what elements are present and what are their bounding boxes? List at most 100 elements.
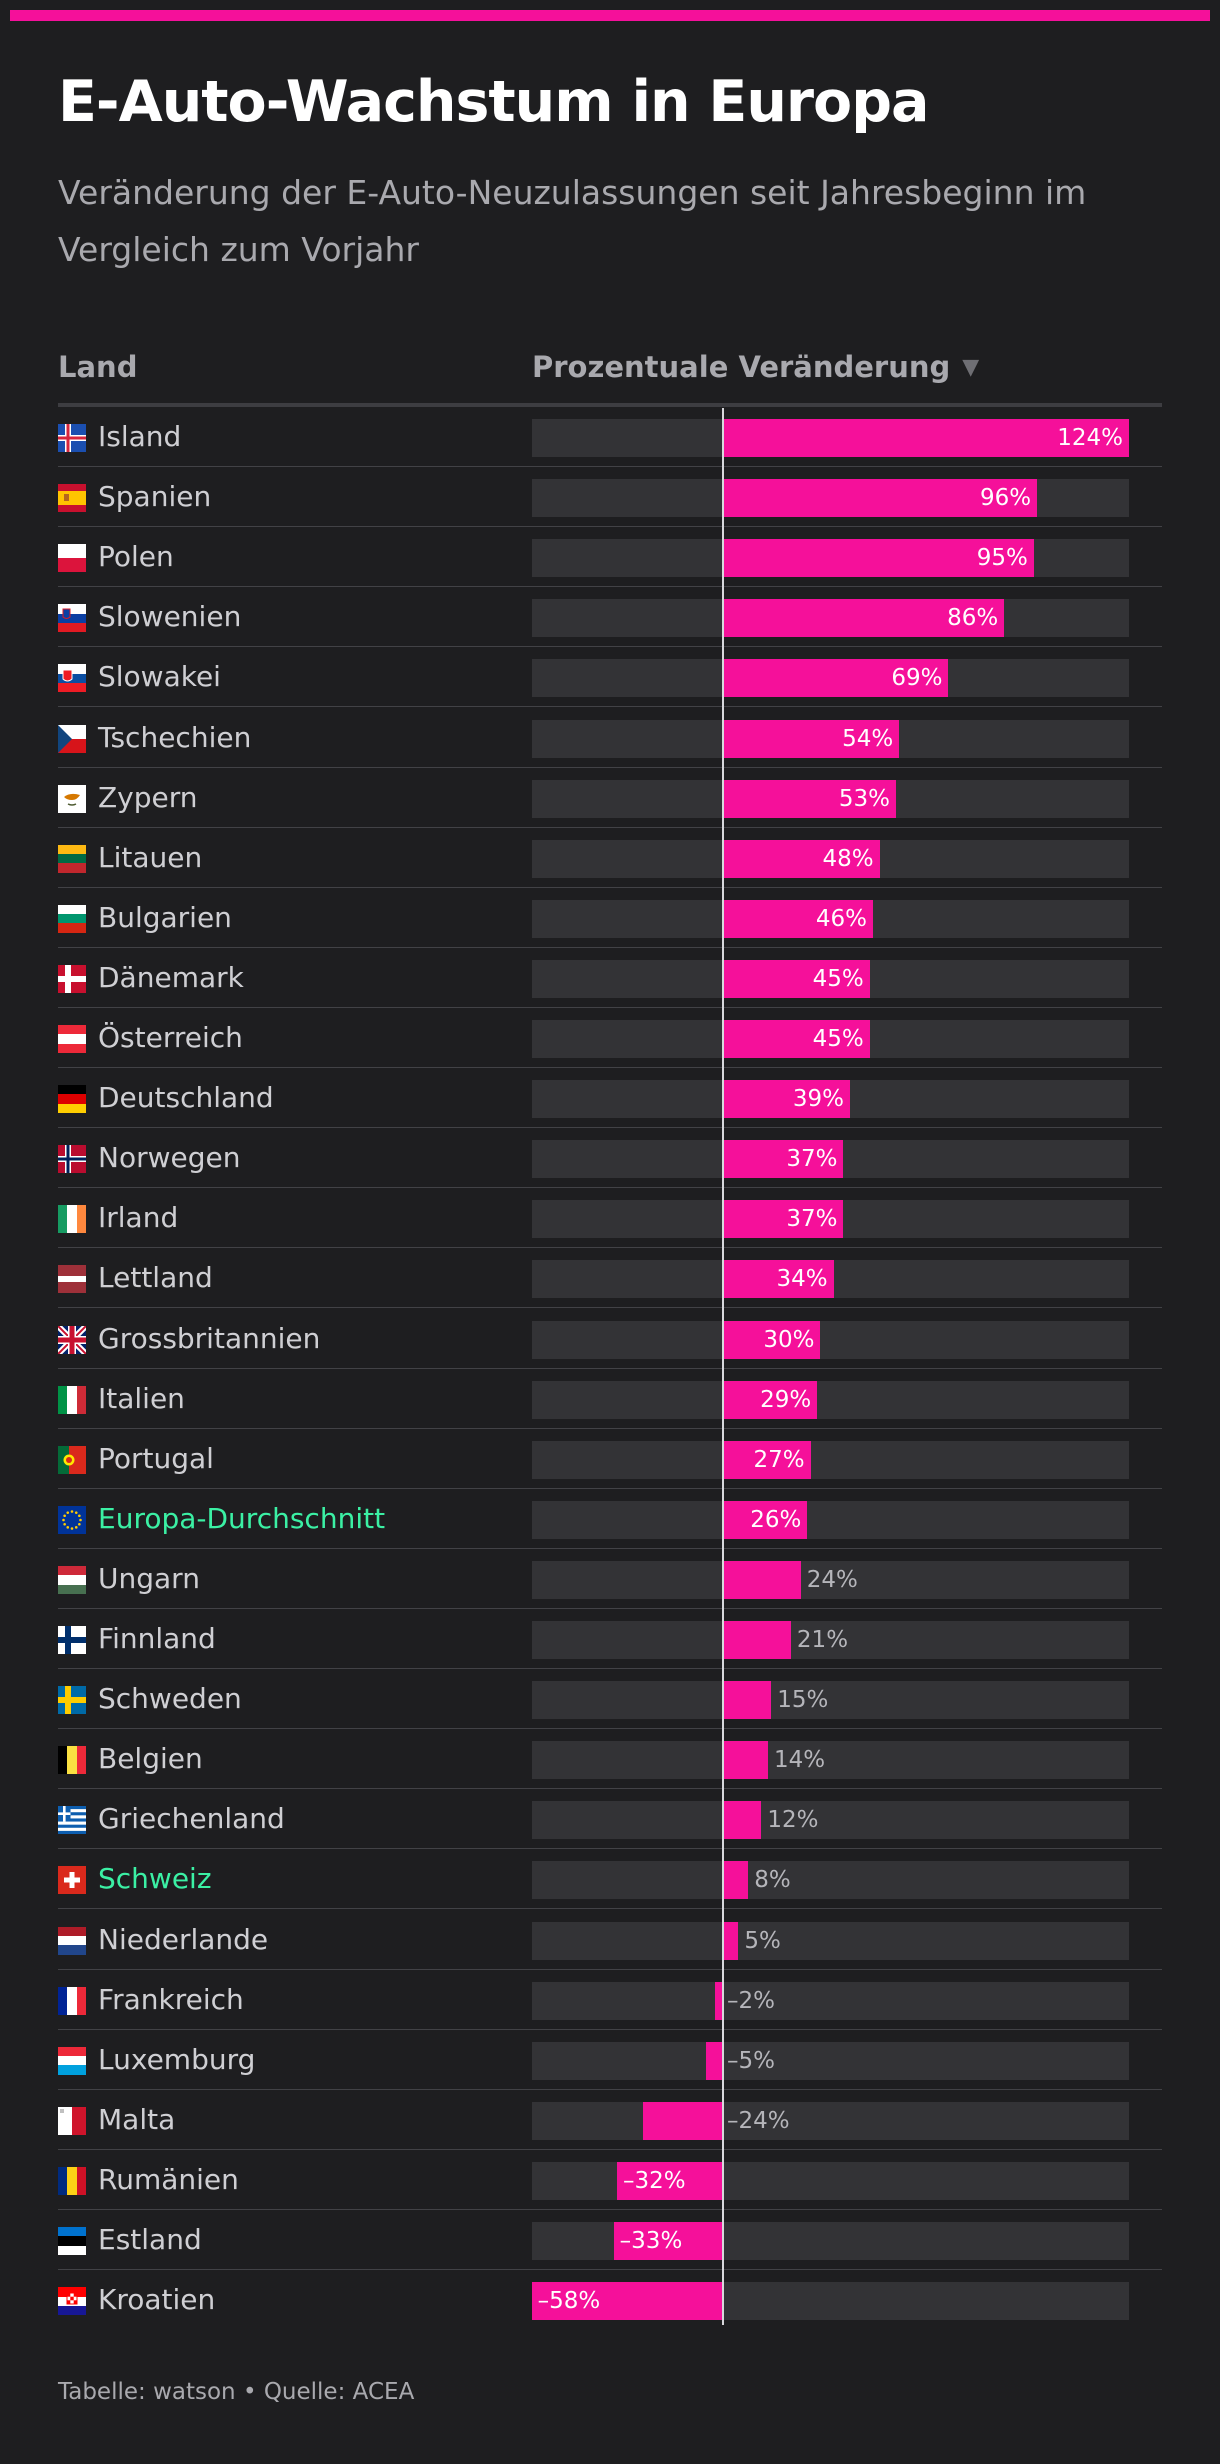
- bulgaria-flag-icon: [58, 904, 86, 933]
- bar-track: [532, 1861, 1129, 1900]
- table-row: Frankreich –2%: [58, 1970, 1162, 2030]
- value-label: 86%: [947, 605, 999, 632]
- value-label: –33%: [619, 2228, 683, 2254]
- table-row: Kroatien –58%: [58, 2270, 1162, 2330]
- value-label: 21%: [796, 1627, 849, 1653]
- norway-flag-icon: [58, 1145, 86, 1174]
- finland-flag-icon: [58, 1626, 86, 1654]
- value-label: 46%: [815, 905, 867, 932]
- row-divider: [58, 2208, 1162, 2210]
- bar-portugal: [722, 1440, 811, 1479]
- uk-flag-icon: [58, 1325, 86, 1354]
- row-divider: [58, 706, 1162, 708]
- value-label: 29%: [760, 1386, 812, 1413]
- table-row: Griechenland 12%: [58, 1789, 1162, 1850]
- accent-top-bar: [10, 10, 1210, 21]
- table-row: Schweiz 8%: [58, 1849, 1162, 1910]
- row-divider: [58, 1668, 1162, 1669]
- row-divider: [58, 2148, 1162, 2150]
- row-divider: [58, 2088, 1162, 2090]
- table-row: Belgien 14%: [58, 1729, 1162, 1790]
- value-label: 53%: [838, 785, 890, 812]
- denmark-flag-icon: [58, 964, 86, 993]
- row-divider: [58, 1908, 1162, 1910]
- sort-descending-icon[interactable]: ▼: [962, 355, 980, 380]
- country-name: Luxemburg: [98, 2042, 256, 2076]
- table-row: Dänemark 45%: [58, 948, 1162, 1008]
- country-name: Bulgarien: [98, 900, 232, 934]
- bar-track: [532, 1320, 1129, 1359]
- value-label: 45%: [812, 1026, 864, 1052]
- bar-romania: [616, 2161, 722, 2200]
- lithuania-flag-icon: [58, 844, 86, 873]
- country-name: Europa-Durchschnitt: [98, 1501, 386, 1535]
- bar-eu: [722, 1500, 808, 1539]
- cyprus-flag-icon: [58, 784, 86, 813]
- chart-title: E-Auto-Wachstum in Europa: [58, 69, 929, 135]
- row-divider: [58, 1067, 1162, 1068]
- table-row: Zypern 53%: [58, 768, 1162, 828]
- column-header-change-label: Prozentuale Veränderung: [532, 350, 951, 384]
- country-name: Slowenien: [98, 600, 242, 634]
- austria-flag-icon: [58, 1025, 86, 1053]
- table-row: Spanien 96%: [58, 467, 1162, 528]
- country-name: Dänemark: [98, 960, 244, 994]
- ireland-flag-icon: [58, 1205, 86, 1234]
- eu-flag-icon: [58, 1505, 86, 1534]
- slovakia-flag-icon: [58, 664, 86, 693]
- table-row: Slowenien 86%: [58, 587, 1162, 648]
- column-header-land[interactable]: Land: [58, 345, 137, 389]
- row-divider: [58, 1187, 1162, 1189]
- bar-track: [532, 1981, 1129, 2020]
- country-name: Portugal: [98, 1441, 214, 1475]
- romania-flag-icon: [58, 2166, 86, 2195]
- country-name: Estland: [98, 2223, 202, 2256]
- bar-latvia: [722, 1260, 834, 1299]
- bar-netherlands: [722, 1921, 739, 1960]
- column-header-change[interactable]: Prozentuale Veränderung ▼: [532, 345, 979, 390]
- country-name: Litauen: [98, 840, 203, 874]
- value-label: 27%: [753, 1446, 805, 1473]
- croatia-flag-icon: [58, 2287, 86, 2316]
- row-divider: [58, 1006, 1162, 1008]
- country-name: Polen: [98, 540, 174, 574]
- row-divider: [58, 1487, 1162, 1489]
- sweden-flag-icon: [58, 1686, 86, 1715]
- row-divider: [58, 2028, 1162, 2030]
- value-label: –2%: [727, 1987, 775, 2014]
- country-name: Ungarn: [98, 1561, 200, 1595]
- bar-track: [532, 1801, 1129, 1840]
- table-row: Lettland 34%: [58, 1248, 1162, 1309]
- row-divider: [58, 1968, 1162, 1970]
- value-label: 8%: [754, 1867, 791, 1894]
- bar-track: [532, 2041, 1129, 2080]
- table-row: Finnland 21%: [58, 1609, 1162, 1669]
- spain-flag-icon: [58, 484, 86, 513]
- row-divider: [58, 466, 1162, 467]
- bar-norway: [722, 1140, 844, 1179]
- germany-flag-icon: [58, 1085, 86, 1114]
- country-name: Schweden: [98, 1682, 242, 1716]
- bar-estonia: [613, 2222, 722, 2260]
- country-name: Spanien: [98, 480, 212, 514]
- bar-denmark: [722, 959, 870, 998]
- table-row: Island 124%: [58, 407, 1162, 467]
- row-divider: [58, 1427, 1162, 1429]
- bar-sweden: [722, 1681, 772, 1720]
- zero-axis-line: [722, 408, 724, 2325]
- country-name: Tschechien: [98, 720, 252, 754]
- country-name: Irland: [98, 1201, 179, 1235]
- row-divider: [58, 586, 1162, 588]
- country-name: Frankreich: [98, 1982, 244, 2016]
- value-label: 14%: [773, 1747, 826, 1774]
- luxembourg-flag-icon: [58, 2046, 86, 2075]
- portugal-flag-icon: [58, 1445, 86, 1474]
- bar-finland: [722, 1621, 791, 1659]
- value-label: 124%: [1057, 425, 1123, 451]
- belgium-flag-icon: [58, 1746, 86, 1775]
- value-label: 95%: [976, 545, 1028, 572]
- bar-spain: [722, 479, 1038, 518]
- value-label: 48%: [822, 845, 874, 872]
- country-name: Belgien: [98, 1742, 203, 1776]
- bar-greece: [722, 1801, 762, 1840]
